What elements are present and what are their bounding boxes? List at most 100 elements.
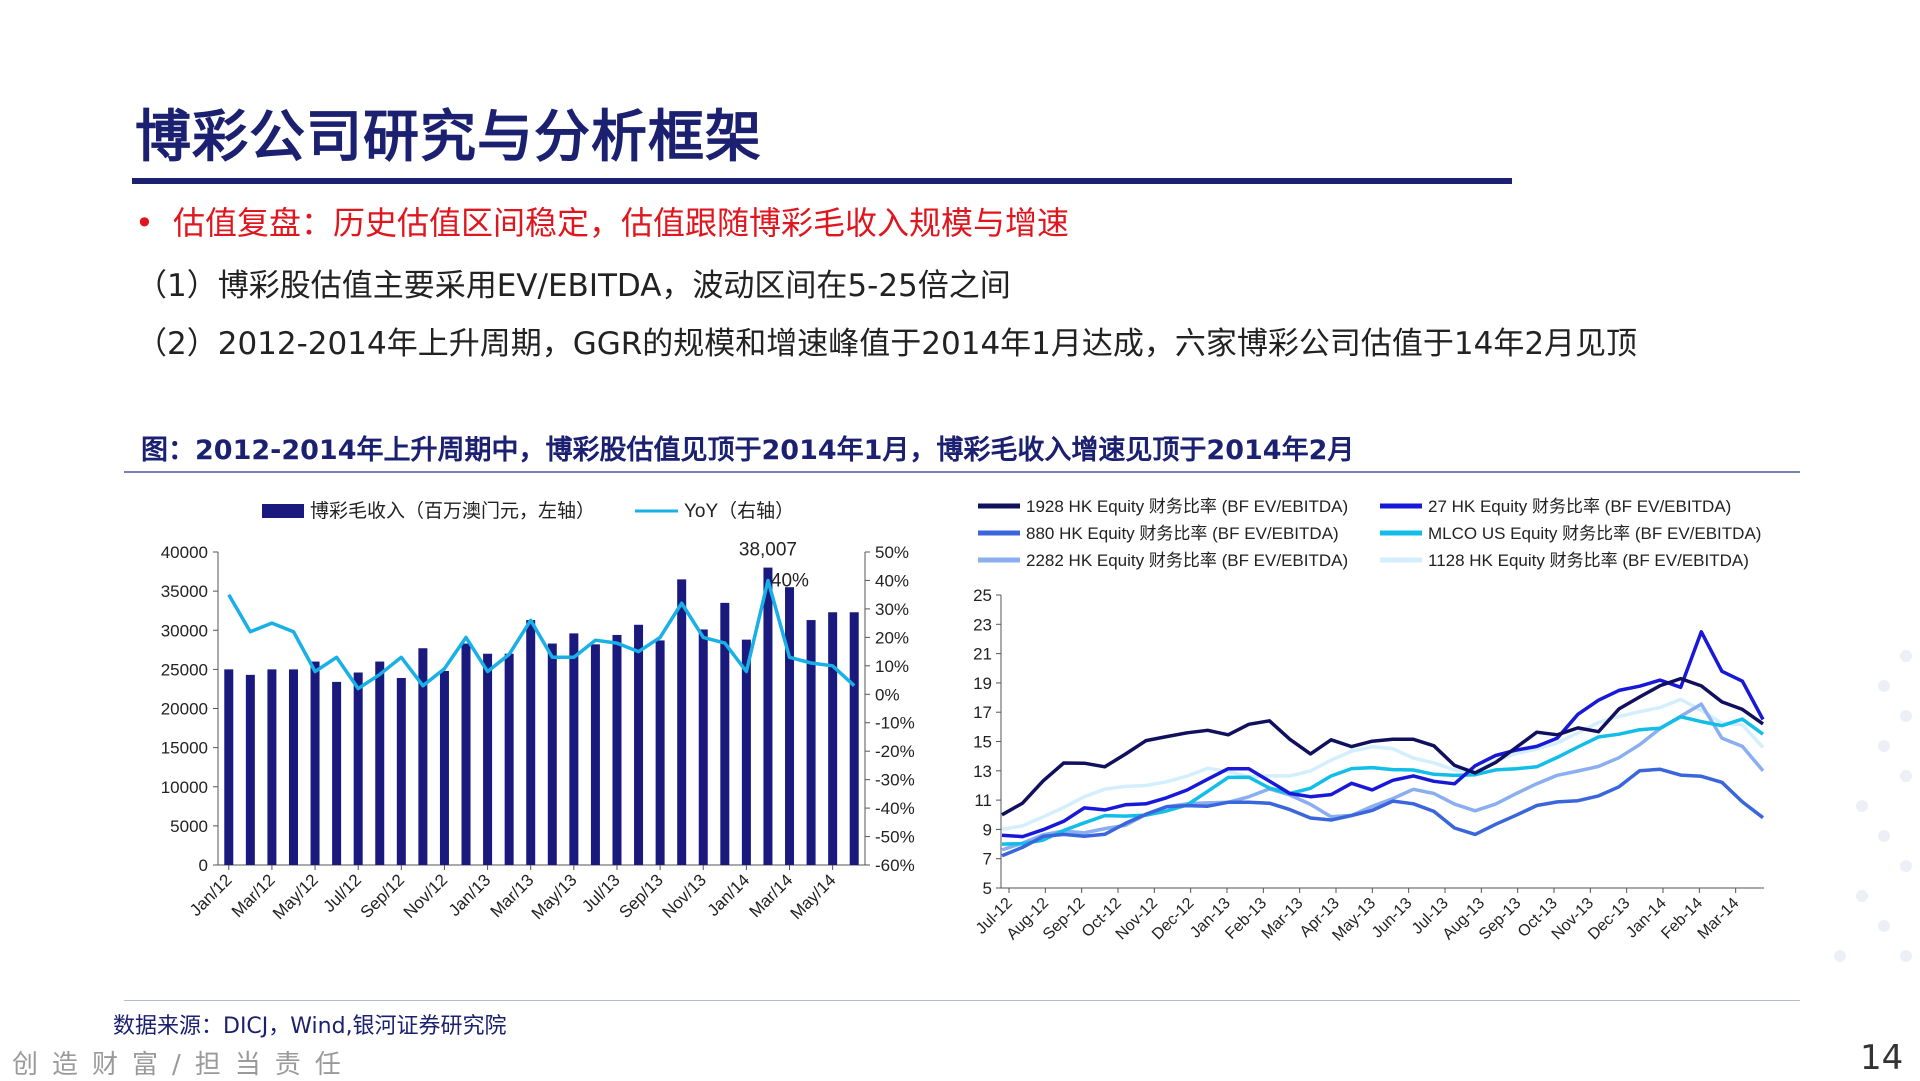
x-tick-label: May/14 — [787, 870, 840, 923]
x-tick-label: Nov/13 — [659, 870, 711, 922]
x-tick-label: May/13 — [528, 870, 581, 923]
gross-revenue-bar — [461, 643, 471, 865]
decorative-dots — [1760, 640, 1920, 1000]
chart1-yoy-line — [227, 578, 856, 691]
y-tick-label: 13 — [973, 762, 992, 781]
x-tick-label: Mar-14 — [1695, 895, 1743, 943]
gross-revenue-bar — [483, 653, 493, 865]
right-tick-label: 40% — [875, 571, 909, 590]
page-title: 博彩公司研究与分析框架 — [135, 105, 762, 170]
data-source: 数据来源：DICJ，Wind,银河证券研究院 — [113, 1014, 507, 1039]
y-tick-label: 15 — [973, 733, 992, 752]
left-tick-label: 40000 — [161, 543, 208, 562]
x-tick-label: Mar/14 — [745, 870, 796, 921]
gross-revenue-bar — [418, 648, 428, 865]
gross-revenue-bar — [569, 633, 579, 865]
left-tick-label: 5000 — [170, 817, 208, 836]
gross-revenue-bar — [849, 612, 859, 865]
chart1-bars — [224, 567, 859, 865]
valuation-series-line — [1001, 697, 1765, 832]
yoy-line — [227, 578, 856, 691]
valuation-line-chart: 1928 HK Equity 财务比率 (BF EV/EBITDA) 27 HK … — [973, 497, 1765, 945]
chart2-lines — [1001, 630, 1765, 858]
right-tick-label: 0% — [875, 685, 900, 704]
gross-revenue-bar — [677, 579, 687, 865]
x-tick-label: Sep/13 — [615, 870, 667, 922]
gross-revenue-bar — [288, 669, 298, 865]
legend-label: 27 HK Equity 财务比率 (BF EV/EBITDA) — [1428, 497, 1731, 516]
gross-revenue-bar — [267, 669, 277, 865]
point-2: （2）2012-2014年上升周期，GGR的规模和增速峰值于2014年1月达成，… — [136, 326, 1638, 362]
left-tick-label: 20000 — [161, 700, 208, 719]
gross-revenue-bar — [375, 661, 385, 865]
chart1-legend: 博彩毛收入（百万澳门元，左轴） YoY（右轴） — [262, 500, 794, 522]
gross-revenue-bar — [763, 567, 773, 865]
x-tick-label: Mar/12 — [228, 870, 279, 921]
legend-line-label: YoY（右轴） — [684, 500, 794, 522]
gross-revenue-bar — [655, 640, 665, 865]
y-tick-label: 11 — [974, 791, 992, 810]
chart1-annotations: 38,007 40% — [739, 540, 809, 592]
y-tick-label: 21 — [973, 645, 992, 664]
right-tick-label: -60% — [875, 856, 915, 875]
x-tick-label: Jan/12 — [186, 870, 236, 920]
gross-revenue-bar — [224, 669, 234, 865]
legend-label: MLCO US Equity 财务比率 (BF EV/EBITDA) — [1428, 524, 1761, 543]
valuation-series-line — [1001, 676, 1765, 817]
right-tick-label: 50% — [875, 543, 909, 562]
x-tick-label: Mar/13 — [487, 870, 538, 921]
y-tick-label: 17 — [973, 703, 992, 722]
left-tick-label: 30000 — [161, 621, 208, 640]
left-tick-label: 35000 — [161, 582, 208, 601]
gross-revenue-bar — [332, 681, 342, 865]
valuation-series-line — [1001, 767, 1765, 858]
gross-revenue-bar — [741, 639, 751, 865]
right-tick-label: -50% — [875, 828, 915, 847]
ggr-combo-chart: 博彩毛收入（百万澳门元，左轴） YoY（右轴） 0 5000 10000 15000 2… — [161, 500, 915, 923]
figure-divider — [124, 471, 1800, 473]
x-tick-label: Jun-13 — [1369, 895, 1416, 942]
x-tick-label: Jan/13 — [445, 870, 495, 920]
bullet-text: 估值复盘：历史估值区间稳定，估值跟随博彩毛收入规模与增速 — [173, 204, 1070, 242]
yoy-peak-label: 40% — [771, 570, 809, 591]
gross-revenue-bar — [634, 624, 644, 865]
gross-revenue-bar — [806, 620, 816, 865]
chart2-legend: 1928 HK Equity 财务比率 (BF EV/EBITDA) 27 HK … — [978, 497, 1761, 570]
gross-revenue-bar — [590, 644, 600, 865]
gross-revenue-bar — [547, 643, 557, 865]
right-tick-label: -30% — [875, 771, 915, 790]
y-tick-label: 9 — [983, 820, 992, 839]
left-tick-label: 10000 — [161, 778, 208, 797]
x-tick-label: Sep/12 — [357, 870, 409, 922]
legend-label: 2282 HK Equity 财务比率 (BF EV/EBITDA) — [1026, 551, 1348, 570]
right-tick-label: 20% — [875, 628, 909, 647]
x-tick-label: May/12 — [269, 870, 322, 923]
gross-revenue-bar — [785, 587, 795, 865]
y-tick-label: 25 — [973, 586, 992, 605]
valuation-series-line — [1001, 630, 1765, 839]
left-tick-label: 15000 — [161, 739, 208, 758]
point-1: （1）博彩股估值主要采用EV/EBITDA，波动区间在5-25倍之间 — [136, 268, 1011, 304]
bar-peak-label: 38,007 — [739, 540, 797, 561]
right-tick-label: -10% — [875, 714, 915, 733]
x-tick-label: Mar-13 — [1259, 895, 1307, 943]
left-tick-label: 0 — [199, 856, 208, 875]
gross-revenue-bar — [828, 612, 838, 865]
gross-revenue-bar — [504, 653, 514, 865]
y-tick-label: 23 — [973, 615, 992, 634]
gross-revenue-bar — [720, 602, 730, 865]
right-tick-label: -20% — [875, 742, 915, 761]
gross-revenue-bar — [245, 674, 255, 865]
gross-revenue-bar — [439, 670, 449, 865]
legend-bar-swatch — [262, 504, 304, 518]
page-number: 14 — [1860, 1038, 1904, 1078]
y-tick-label: 5 — [983, 879, 992, 898]
legend-label: 1128 HK Equity 财务比率 (BF EV/EBITDA) — [1428, 551, 1749, 570]
footer-slogan: 创造财富/担当责任 — [12, 1050, 355, 1080]
right-tick-label: 30% — [875, 600, 909, 619]
valuation-series-line — [1001, 715, 1765, 846]
gross-revenue-bar — [396, 677, 406, 865]
x-tick-label: Nov/12 — [400, 870, 452, 922]
gross-revenue-bar — [310, 661, 320, 865]
legend-label: 880 HK Equity 财务比率 (BF EV/EBITDA) — [1026, 524, 1339, 543]
